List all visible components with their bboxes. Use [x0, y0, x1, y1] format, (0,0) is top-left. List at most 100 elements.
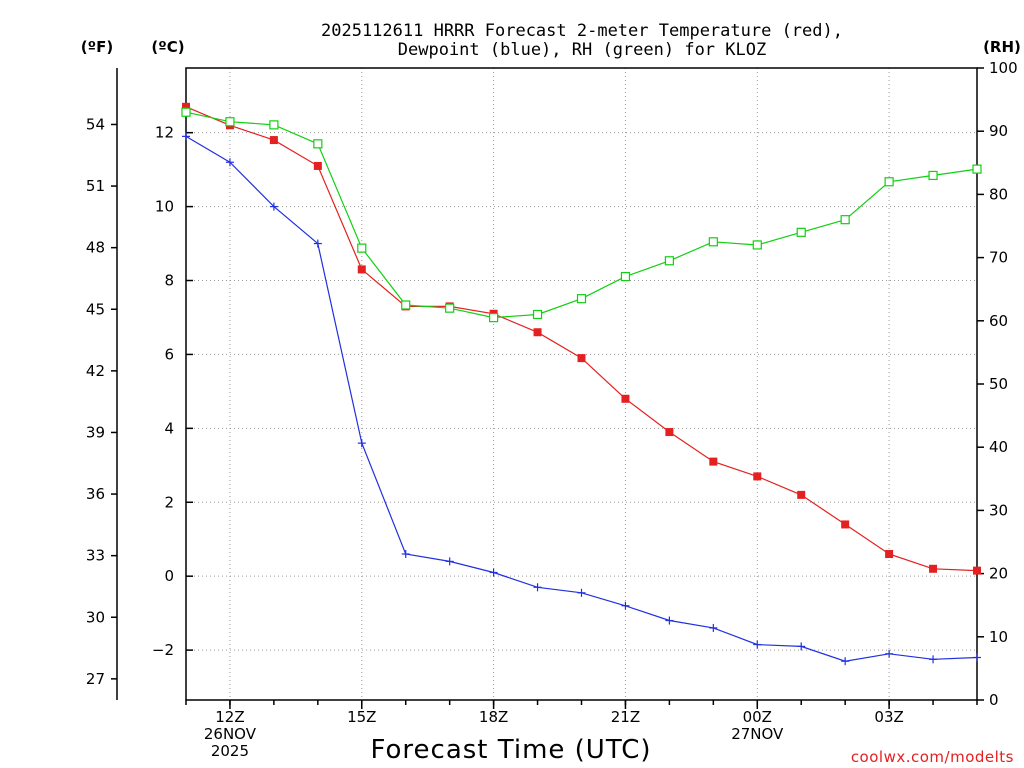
dewpoint-point — [797, 642, 806, 651]
celsius-tick-label: 6 — [164, 345, 174, 363]
rh-point — [972, 164, 982, 174]
fahrenheit-tick-label: 27 — [86, 670, 105, 688]
rh-tick-label: 40 — [989, 438, 1008, 456]
celsius-tick-label: 8 — [164, 272, 174, 290]
rh-point — [796, 227, 806, 237]
data-series — [181, 102, 982, 666]
rh-point — [225, 117, 235, 127]
dewpoint-point — [313, 239, 322, 248]
dewpoint-point — [709, 623, 718, 632]
x-tick-label: 18Z — [479, 708, 508, 726]
rh-tick-label: 70 — [989, 249, 1008, 267]
x-tick-label: 03Z — [874, 708, 903, 726]
rh-point — [840, 215, 850, 225]
dewpoint-point — [182, 132, 190, 141]
rh-point — [445, 303, 455, 313]
dewpoint-point — [269, 202, 278, 211]
dewpoint-point — [621, 601, 630, 610]
celsius-tick-label: 2 — [164, 493, 174, 511]
fahrenheit-tick-label: 30 — [86, 608, 105, 626]
fahrenheit-tick-label: 51 — [86, 177, 105, 195]
celsius-tick-label: −2 — [152, 641, 174, 659]
x-tick-label: 2025 — [211, 742, 249, 760]
tick-labels: 121086420−254514845423936333027100908070… — [86, 59, 1018, 760]
axes — [111, 67, 984, 709]
rh-point — [401, 300, 411, 310]
rh-tick-label: 100 — [989, 59, 1018, 77]
fahrenheit-tick-label: 36 — [86, 485, 105, 503]
rh-tick-label: 50 — [989, 375, 1008, 393]
rh-point — [884, 177, 894, 187]
temperature-point — [313, 161, 322, 170]
temperature-point — [357, 265, 366, 274]
temperature-point — [533, 328, 542, 337]
fahrenheit-tick-label: 48 — [86, 239, 105, 257]
dewpoint-point — [401, 550, 410, 559]
unit-rh-label: (RH) — [983, 38, 1021, 56]
temperature-point — [797, 490, 806, 499]
dewpoint-point — [489, 568, 498, 577]
x-tick-label: 26NOV — [204, 725, 257, 743]
celsius-tick-label: 10 — [155, 198, 174, 216]
x-axis-label: Forecast Time (UTC) — [370, 735, 651, 765]
unit-celsius-label: (ºC) — [151, 38, 184, 56]
temperature-point — [929, 564, 938, 573]
dewpoint-point — [841, 657, 850, 666]
temperature-point — [753, 472, 762, 481]
fahrenheit-tick-label: 54 — [86, 115, 105, 133]
fahrenheit-tick-label: 33 — [86, 547, 105, 565]
temperature-point — [621, 394, 630, 403]
rh-point — [181, 107, 191, 117]
x-tick-label: 27NOV — [731, 725, 784, 743]
rh-point — [313, 139, 323, 149]
dewpoint-point — [973, 653, 981, 662]
rh-point — [357, 243, 367, 253]
dewpoint-point — [225, 158, 234, 167]
rh-point — [752, 240, 762, 250]
x-tick-label: 15Z — [347, 708, 376, 726]
celsius-tick-label: 0 — [164, 567, 174, 585]
temperature-point — [665, 428, 674, 437]
temperature-point — [841, 520, 850, 529]
rh-point — [532, 309, 543, 320]
rh-tick-label: 10 — [989, 628, 1008, 646]
dewpoint-series-line — [185, 135, 978, 662]
dewpoint-point — [753, 640, 762, 649]
x-tick-label: 12Z — [215, 708, 244, 726]
grid-lines — [186, 68, 977, 700]
rh-tick-label: 20 — [989, 565, 1008, 583]
temperature-point — [709, 457, 718, 466]
celsius-tick-label: 12 — [155, 124, 174, 142]
rh-point — [576, 294, 587, 304]
fahrenheit-tick-label: 39 — [86, 423, 105, 441]
credit-text: coolwx.com/modelts — [851, 748, 1014, 766]
dewpoint-point — [577, 588, 586, 597]
plot-frame — [185, 67, 978, 701]
x-tick-label: 00Z — [743, 708, 772, 726]
dewpoint-point — [445, 557, 454, 566]
dewpoint-point — [357, 439, 366, 448]
celsius-tick-label: 4 — [164, 419, 174, 437]
temperature-point — [182, 102, 190, 111]
dewpoint-point — [885, 649, 894, 658]
rh-point — [928, 170, 938, 181]
rh-point — [664, 256, 674, 266]
rh-point — [620, 271, 631, 282]
temperature-point — [973, 566, 981, 575]
dewpoint-point — [929, 655, 938, 664]
temperature-series-line — [185, 106, 978, 572]
temperature-point — [269, 136, 278, 145]
temperature-point — [577, 354, 586, 363]
rh-point — [489, 313, 499, 323]
rh-point — [269, 120, 279, 130]
temperature-point — [885, 550, 894, 559]
unit-fahrenheit-label: (ºF) — [81, 38, 113, 56]
rh-tick-label: 80 — [989, 185, 1008, 203]
rh-tick-label: 0 — [989, 691, 999, 709]
fahrenheit-tick-label: 45 — [86, 300, 105, 318]
chart-title-line1: 2025112611 HRRR Forecast 2-meter Tempera… — [321, 21, 843, 41]
x-tick-label: 21Z — [611, 708, 640, 726]
fahrenheit-tick-label: 42 — [86, 362, 105, 380]
rh-tick-label: 60 — [989, 312, 1008, 330]
